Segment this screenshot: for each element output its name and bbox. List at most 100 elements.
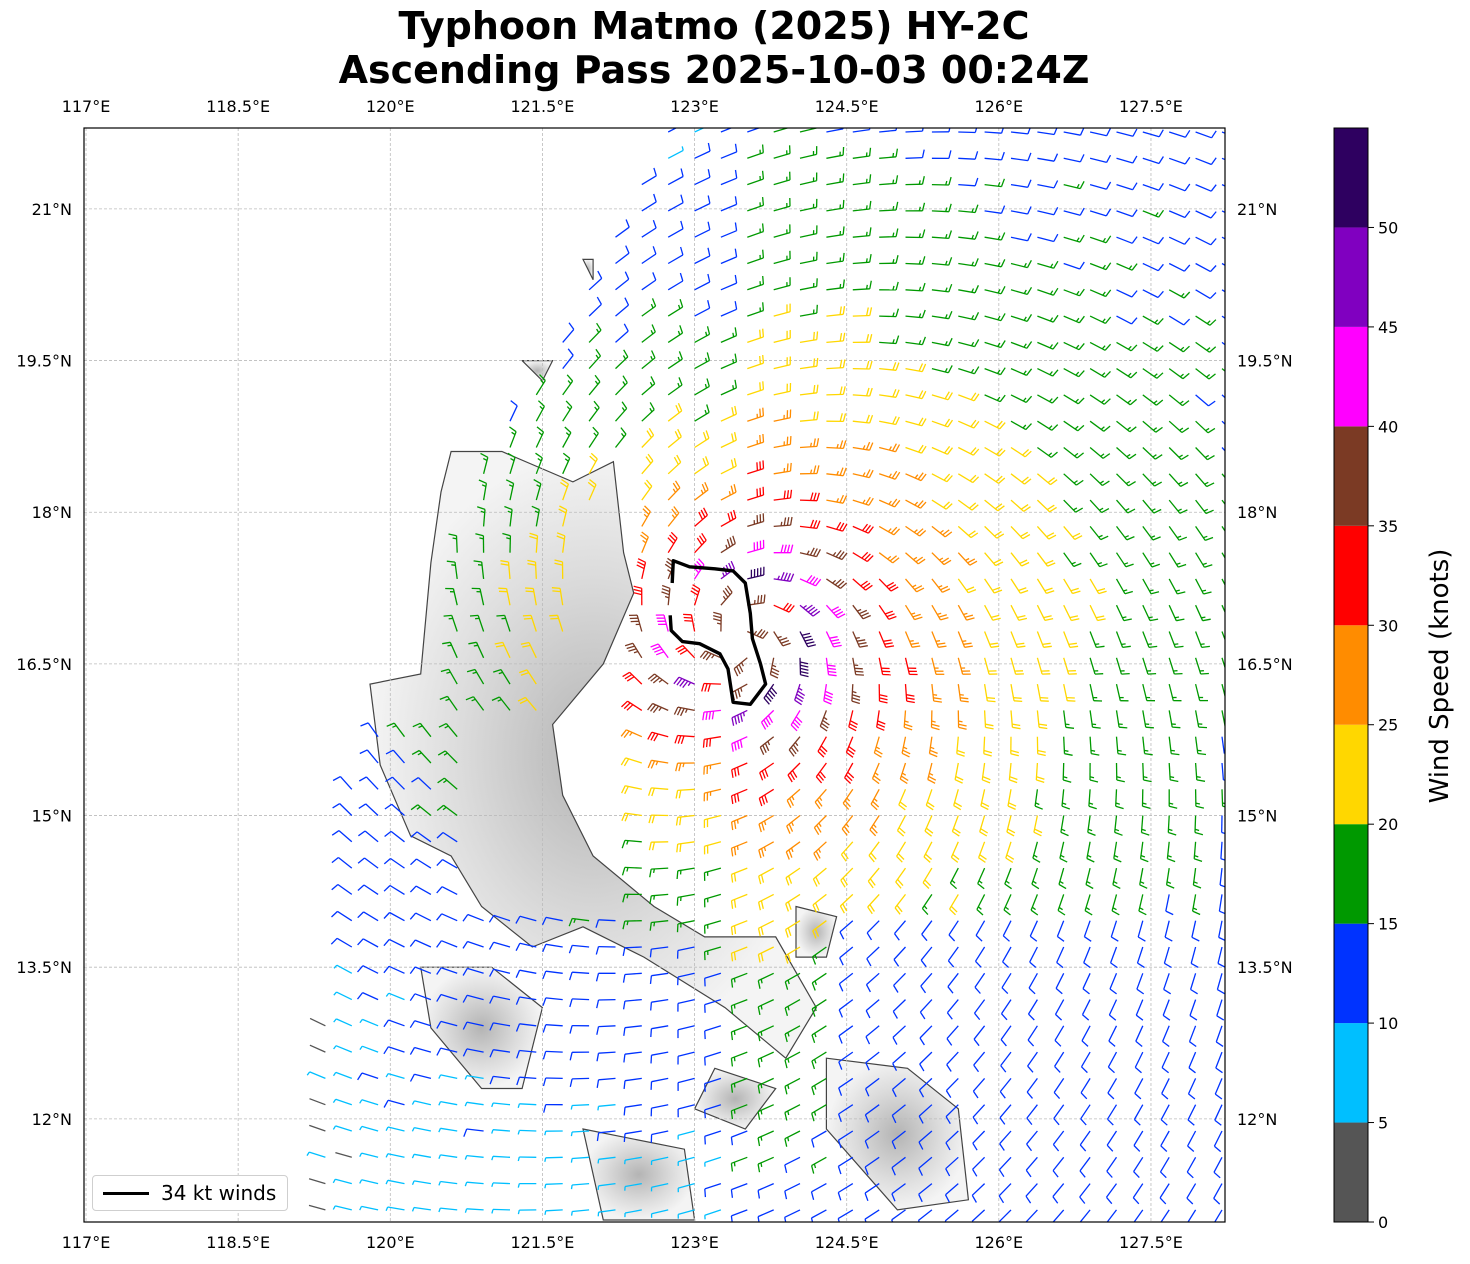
axis-tick-labels: 117°E 117°E 118.5°E 118.5°E 120°E 120°E 121.5°… — [16, 97, 1292, 1252]
wind-barb — [647, 759, 669, 769]
wind-barb — [522, 614, 537, 632]
wind-barb — [826, 226, 845, 238]
wind-barb — [747, 144, 764, 159]
wind-barb — [667, 299, 684, 317]
wind-barb — [784, 946, 801, 964]
wind-barb — [1054, 999, 1065, 1021]
wind-barb — [704, 1130, 722, 1145]
wind-barb — [893, 920, 906, 941]
wind-barb — [773, 128, 790, 133]
wind-barb — [720, 274, 738, 291]
wind-barb — [948, 920, 959, 942]
wind-barb — [1168, 789, 1178, 809]
wind-barb — [529, 532, 539, 553]
wind-barb — [558, 505, 568, 527]
wind-barb — [794, 683, 806, 706]
wind-barb — [773, 516, 793, 528]
wind-barb — [731, 736, 748, 752]
wind-barb — [628, 614, 643, 632]
wind-barb — [864, 1183, 880, 1202]
wind-barb — [333, 1045, 353, 1053]
wind-barb — [879, 443, 901, 453]
wind-barb — [1218, 894, 1225, 915]
wind-barb — [306, 1151, 326, 1158]
wind-barb — [896, 815, 907, 837]
wind-barb — [1221, 499, 1225, 506]
wind-barb — [973, 1051, 986, 1073]
wind-barb — [895, 867, 907, 889]
lon-tick-label: 127.5°E — [1119, 1233, 1183, 1252]
wind-barb — [647, 787, 669, 797]
wind-barb — [332, 1071, 353, 1080]
wind-barb — [945, 1104, 959, 1125]
wind-barb — [1008, 762, 1018, 784]
wind-barb — [1215, 1051, 1223, 1074]
wind-barb — [1195, 473, 1215, 488]
wind-barb — [879, 335, 900, 345]
wind-barb — [984, 394, 1006, 403]
wind-barb — [507, 452, 516, 474]
wind-barb — [1062, 762, 1072, 783]
wind-barb — [493, 668, 511, 685]
wind-barb — [1116, 368, 1138, 379]
wind-barb — [1089, 736, 1100, 756]
wind-barb — [1142, 552, 1161, 568]
wind-barb — [983, 657, 998, 675]
wind-barb — [504, 505, 513, 527]
wind-barb — [1195, 262, 1217, 273]
wind-barb — [1194, 815, 1204, 836]
wind-barb — [1108, 999, 1118, 1021]
wind-barb — [517, 1182, 537, 1188]
wind-barb — [730, 1104, 748, 1120]
wind-barb — [1063, 368, 1085, 378]
wind-barb — [1063, 154, 1085, 163]
wind-barb — [947, 972, 959, 994]
title-line-2: Ascending Pass 2025-10-03 00:24Z — [338, 48, 1090, 92]
wind-barb — [676, 920, 695, 933]
wind-barb — [773, 224, 791, 238]
wind-barb — [331, 883, 353, 895]
wind-barb — [383, 1099, 405, 1108]
wind-barb — [509, 426, 517, 448]
wind-barb — [1168, 657, 1183, 675]
wind-barb — [333, 1018, 353, 1027]
wind-barb — [1221, 368, 1225, 372]
wind-barb — [720, 405, 738, 422]
wind-barb — [839, 893, 854, 914]
wind-barb — [852, 631, 868, 648]
wind-barb — [1010, 552, 1030, 567]
wind-barb — [409, 1020, 432, 1029]
wind-barb — [976, 894, 986, 916]
wind-barb — [1195, 368, 1216, 380]
wind-barb — [570, 1104, 590, 1110]
wind-barb — [615, 271, 630, 291]
wind-barb — [1168, 526, 1188, 541]
wind-barb — [817, 736, 828, 758]
wind-barb — [773, 409, 792, 422]
wind-barb — [1168, 129, 1191, 138]
wind-barb — [1027, 999, 1038, 1021]
wind-barb — [440, 668, 458, 685]
wind-barb — [799, 198, 818, 212]
wind-barb — [1030, 894, 1039, 916]
wind-barb — [385, 776, 405, 790]
wind-barb — [747, 566, 765, 580]
wind-barb — [1054, 1051, 1065, 1073]
wind-barb — [615, 401, 628, 422]
wind-barb — [463, 1128, 484, 1137]
wind-barb — [852, 578, 873, 591]
wind-barb — [704, 1209, 722, 1220]
wind-barb — [438, 1100, 458, 1106]
wind-barb — [1195, 526, 1214, 542]
wind-barb — [1195, 341, 1217, 353]
wind-barb — [438, 1127, 458, 1133]
wind-barb — [852, 334, 873, 344]
wind-barb — [535, 400, 545, 422]
wind-barb — [1142, 499, 1162, 514]
wind-barb — [1164, 920, 1173, 942]
wind-barb — [1116, 289, 1138, 298]
wind-barb — [615, 323, 629, 343]
wind-barb — [785, 841, 801, 860]
wind-barb — [873, 736, 883, 758]
wind-barb — [1089, 315, 1112, 324]
